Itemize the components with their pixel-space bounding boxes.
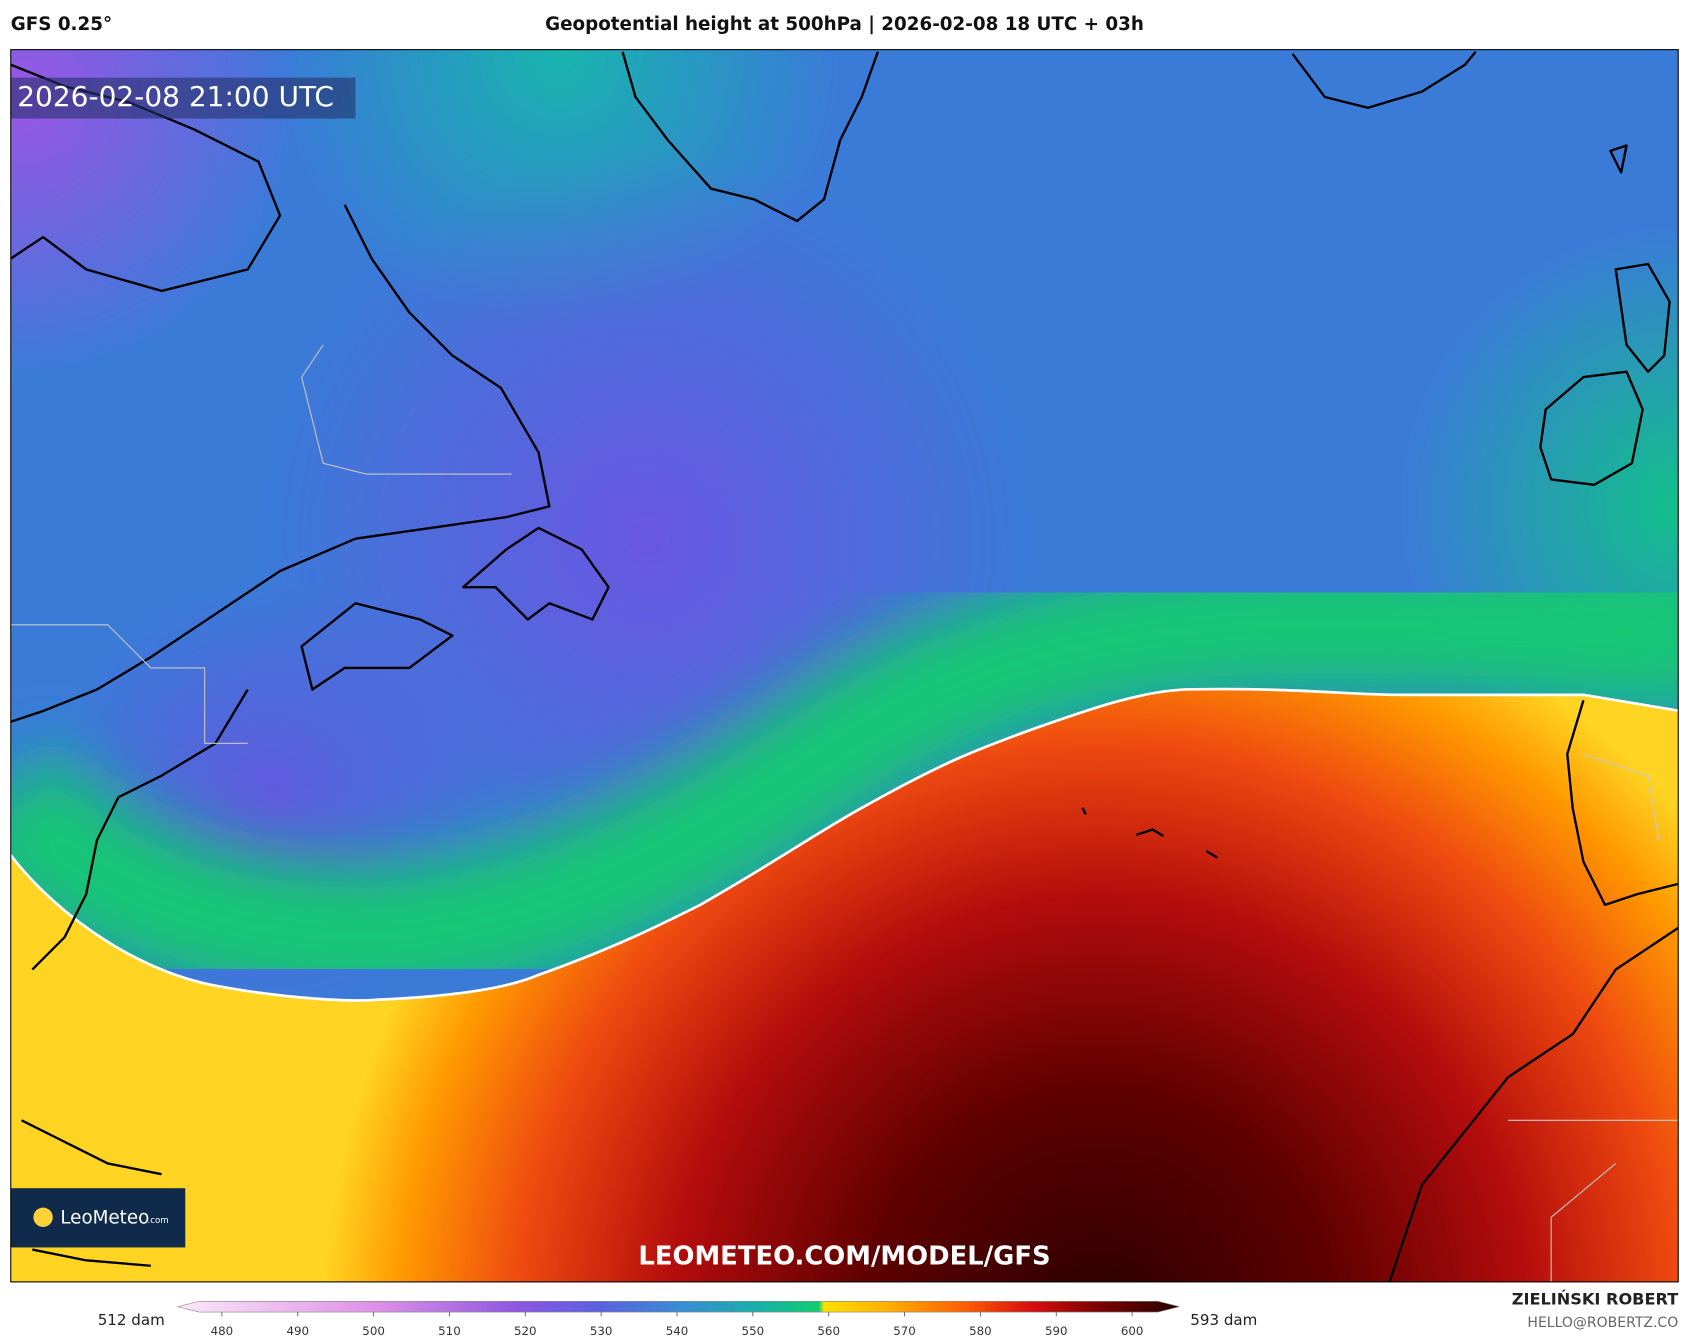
colorbar-tick-label: 550 <box>742 1324 765 1338</box>
colorbar-tick-label: 480 <box>211 1324 234 1338</box>
model-name: GFS 0.25° <box>11 14 112 35</box>
author: ZIELIŃSKI ROBERT <box>1512 1290 1678 1309</box>
email: HELLO@ROBERTZ.CO <box>1527 1315 1678 1331</box>
colorbar-tick-label: 540 <box>666 1324 689 1338</box>
colorbar-tick-label: 520 <box>514 1324 537 1338</box>
colorbar-tick-label: 560 <box>817 1324 840 1338</box>
map-title: Geopotential height at 500hPa | 2026-02-… <box>545 14 1144 35</box>
logo-name: LeoMeteo <box>60 1207 149 1228</box>
valid-time: 2026-02-08 21:00 UTC <box>17 80 334 113</box>
time-box <box>10 77 356 119</box>
colorbar-min-label: 512 dam <box>98 1311 165 1329</box>
colorbar-tick-label: 530 <box>590 1324 613 1338</box>
colorbar-tick-label: 500 <box>362 1324 385 1338</box>
colorbar-tick-label: 580 <box>969 1324 992 1338</box>
logo-sun <box>33 1207 53 1227</box>
colorbar-tick-label: 490 <box>286 1324 309 1338</box>
watermark: LEOMETEO.COM/MODEL/GFS <box>638 1242 1050 1272</box>
colorbar-tick-label: 570 <box>893 1324 916 1338</box>
colorbar-tick-label: 590 <box>1045 1324 1068 1338</box>
logo-suffix: .com <box>148 1216 169 1226</box>
colorbar-tick-label: 600 <box>1121 1324 1144 1338</box>
colorbar-max-label: 593 dam <box>1190 1311 1257 1329</box>
map-frame <box>10 49 1679 1283</box>
map: 2026-02-08 21:00 UTC LeoMeteo .com LEOME… <box>10 49 1679 1282</box>
colorbar-tick-label: 510 <box>438 1324 461 1338</box>
colorbar <box>177 1301 1180 1313</box>
